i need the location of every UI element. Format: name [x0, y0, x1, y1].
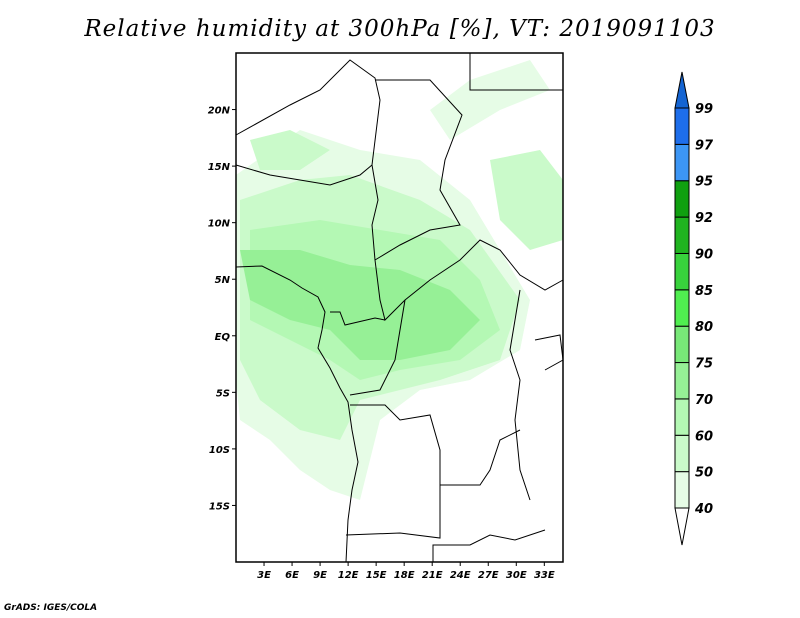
map-frame — [235, 52, 564, 563]
grads-credit: GrADS: IGES/COLA — [4, 603, 98, 613]
colorbar-label: 40 — [694, 502, 713, 517]
colorbar: 40 50 60 70 75 80 85 90 92 95 97 99 — [674, 71, 714, 546]
x-tick-label: 15E — [366, 570, 387, 581]
y-tick-label: 15S — [209, 501, 230, 512]
border-line — [374, 79, 463, 261]
y-tick-label: 5N — [215, 275, 231, 286]
colorbar-label: 80 — [695, 320, 713, 335]
colorbar-box — [674, 471, 690, 509]
colorbar-label: 60 — [695, 429, 713, 444]
colorbar-box — [674, 180, 690, 218]
humidity-area — [250, 130, 330, 170]
colorbar-box — [674, 362, 690, 400]
x-tick-label: 18E — [394, 570, 415, 581]
coastlines-borders — [235, 53, 564, 563]
colorbar-box — [674, 216, 690, 254]
humidity-area — [490, 150, 563, 250]
x-axis-ticks: 3E 6E 9E 12E 15E 18E 21E 24E 27E 30E 33E — [257, 562, 555, 581]
y-tick-label: 15N — [208, 162, 231, 173]
x-tick-label: 21E — [422, 570, 443, 581]
x-tick-label: 3E — [257, 570, 271, 581]
x-tick-label: 24E — [450, 570, 471, 581]
colorbar-label: 99 — [695, 102, 713, 117]
colorbar-label: 85 — [695, 284, 713, 299]
border-line — [345, 485, 441, 539]
colorbar-box — [674, 252, 690, 291]
x-tick-label: 30E — [506, 570, 527, 581]
y-tick-label: 5S — [216, 388, 230, 399]
x-tick-label: 9E — [313, 570, 327, 581]
colorbar-box — [674, 325, 690, 364]
colorbar-label: 50 — [695, 466, 713, 481]
border-line — [349, 299, 406, 396]
colorbar-label: 70 — [695, 393, 713, 408]
border-line — [235, 59, 381, 186]
plot-title: Relative humidity at 300hPa [%], VT: 201… — [84, 16, 716, 42]
x-tick-label: 6E — [285, 570, 299, 581]
border-line — [330, 311, 386, 326]
humidity-contours — [236, 60, 563, 500]
x-tick-label: 12E — [338, 570, 359, 581]
y-axis-ticks: 20N 15N 10N 5N EQ 5S 10S 15S — [208, 106, 236, 512]
humidity-area — [240, 250, 480, 360]
border-line — [509, 289, 531, 501]
colorbar-label: 95 — [695, 175, 713, 190]
x-tick-label: 27E — [478, 570, 499, 581]
y-tick-label: EQ — [215, 332, 231, 343]
colorbar-box — [674, 107, 690, 145]
y-tick-label: 10N — [208, 219, 231, 230]
colorbar-upper-arrow — [674, 71, 690, 109]
border-line — [371, 164, 564, 321]
border-line — [432, 529, 546, 562]
y-tick-label: 10S — [209, 445, 230, 456]
colorbar-box — [674, 398, 690, 436]
colorbar-label: 97 — [695, 138, 714, 153]
colorbar-label: 90 — [695, 247, 713, 262]
y-tick-label: 20N — [208, 106, 231, 117]
x-tick-label: 33E — [534, 570, 555, 581]
colorbar-box — [674, 434, 690, 473]
colorbar-box — [674, 289, 690, 327]
border-line — [235, 265, 359, 563]
colorbar-lower-arrow — [674, 507, 690, 546]
colorbar-label: 75 — [695, 357, 713, 372]
border-line — [469, 53, 563, 91]
colorbar-label: 92 — [695, 211, 713, 226]
border-line — [350, 404, 521, 486]
colorbar-box — [674, 143, 690, 182]
border-line — [534, 334, 564, 371]
